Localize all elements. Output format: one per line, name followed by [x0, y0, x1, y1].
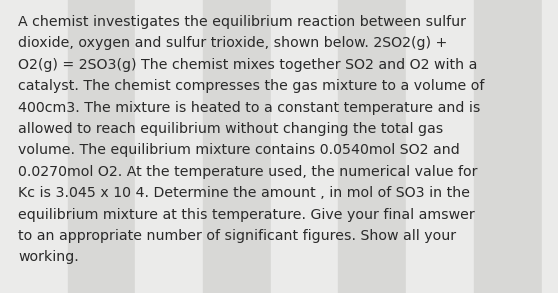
Text: 0.0270mol O2. At the temperature used, the numerical value for: 0.0270mol O2. At the temperature used, t…	[18, 165, 478, 179]
Text: working.: working.	[18, 251, 79, 264]
Text: allowed to reach equilibrium without changing the total gas: allowed to reach equilibrium without cha…	[18, 122, 443, 136]
Text: catalyst. The chemist compresses the gas mixture to a volume of: catalyst. The chemist compresses the gas…	[18, 79, 484, 93]
Text: dioxide, oxygen and sulfur trioxide, shown below. 2SO2(g) +: dioxide, oxygen and sulfur trioxide, sho…	[18, 36, 448, 50]
Text: volume. The equilibrium mixture contains 0.0540mol SO2 and: volume. The equilibrium mixture contains…	[18, 143, 460, 157]
Text: 400cm3. The mixture is heated to a constant temperature and is: 400cm3. The mixture is heated to a const…	[18, 100, 480, 115]
Text: to an appropriate number of significant figures. Show all your: to an appropriate number of significant …	[18, 229, 456, 243]
Text: A chemist investigates the equilibrium reaction between sulfur: A chemist investigates the equilibrium r…	[18, 15, 466, 29]
Text: equilibrium mixture at this temperature. Give your final amswer: equilibrium mixture at this temperature.…	[18, 208, 475, 222]
Text: O2(g) = 2SO3(g) The chemist mixes together SO2 and O2 with a: O2(g) = 2SO3(g) The chemist mixes togeth…	[18, 58, 478, 72]
Text: Kc is 3.045 x 10 4. Determine the amount , in mol of SO3 in the: Kc is 3.045 x 10 4. Determine the amount…	[18, 186, 470, 200]
